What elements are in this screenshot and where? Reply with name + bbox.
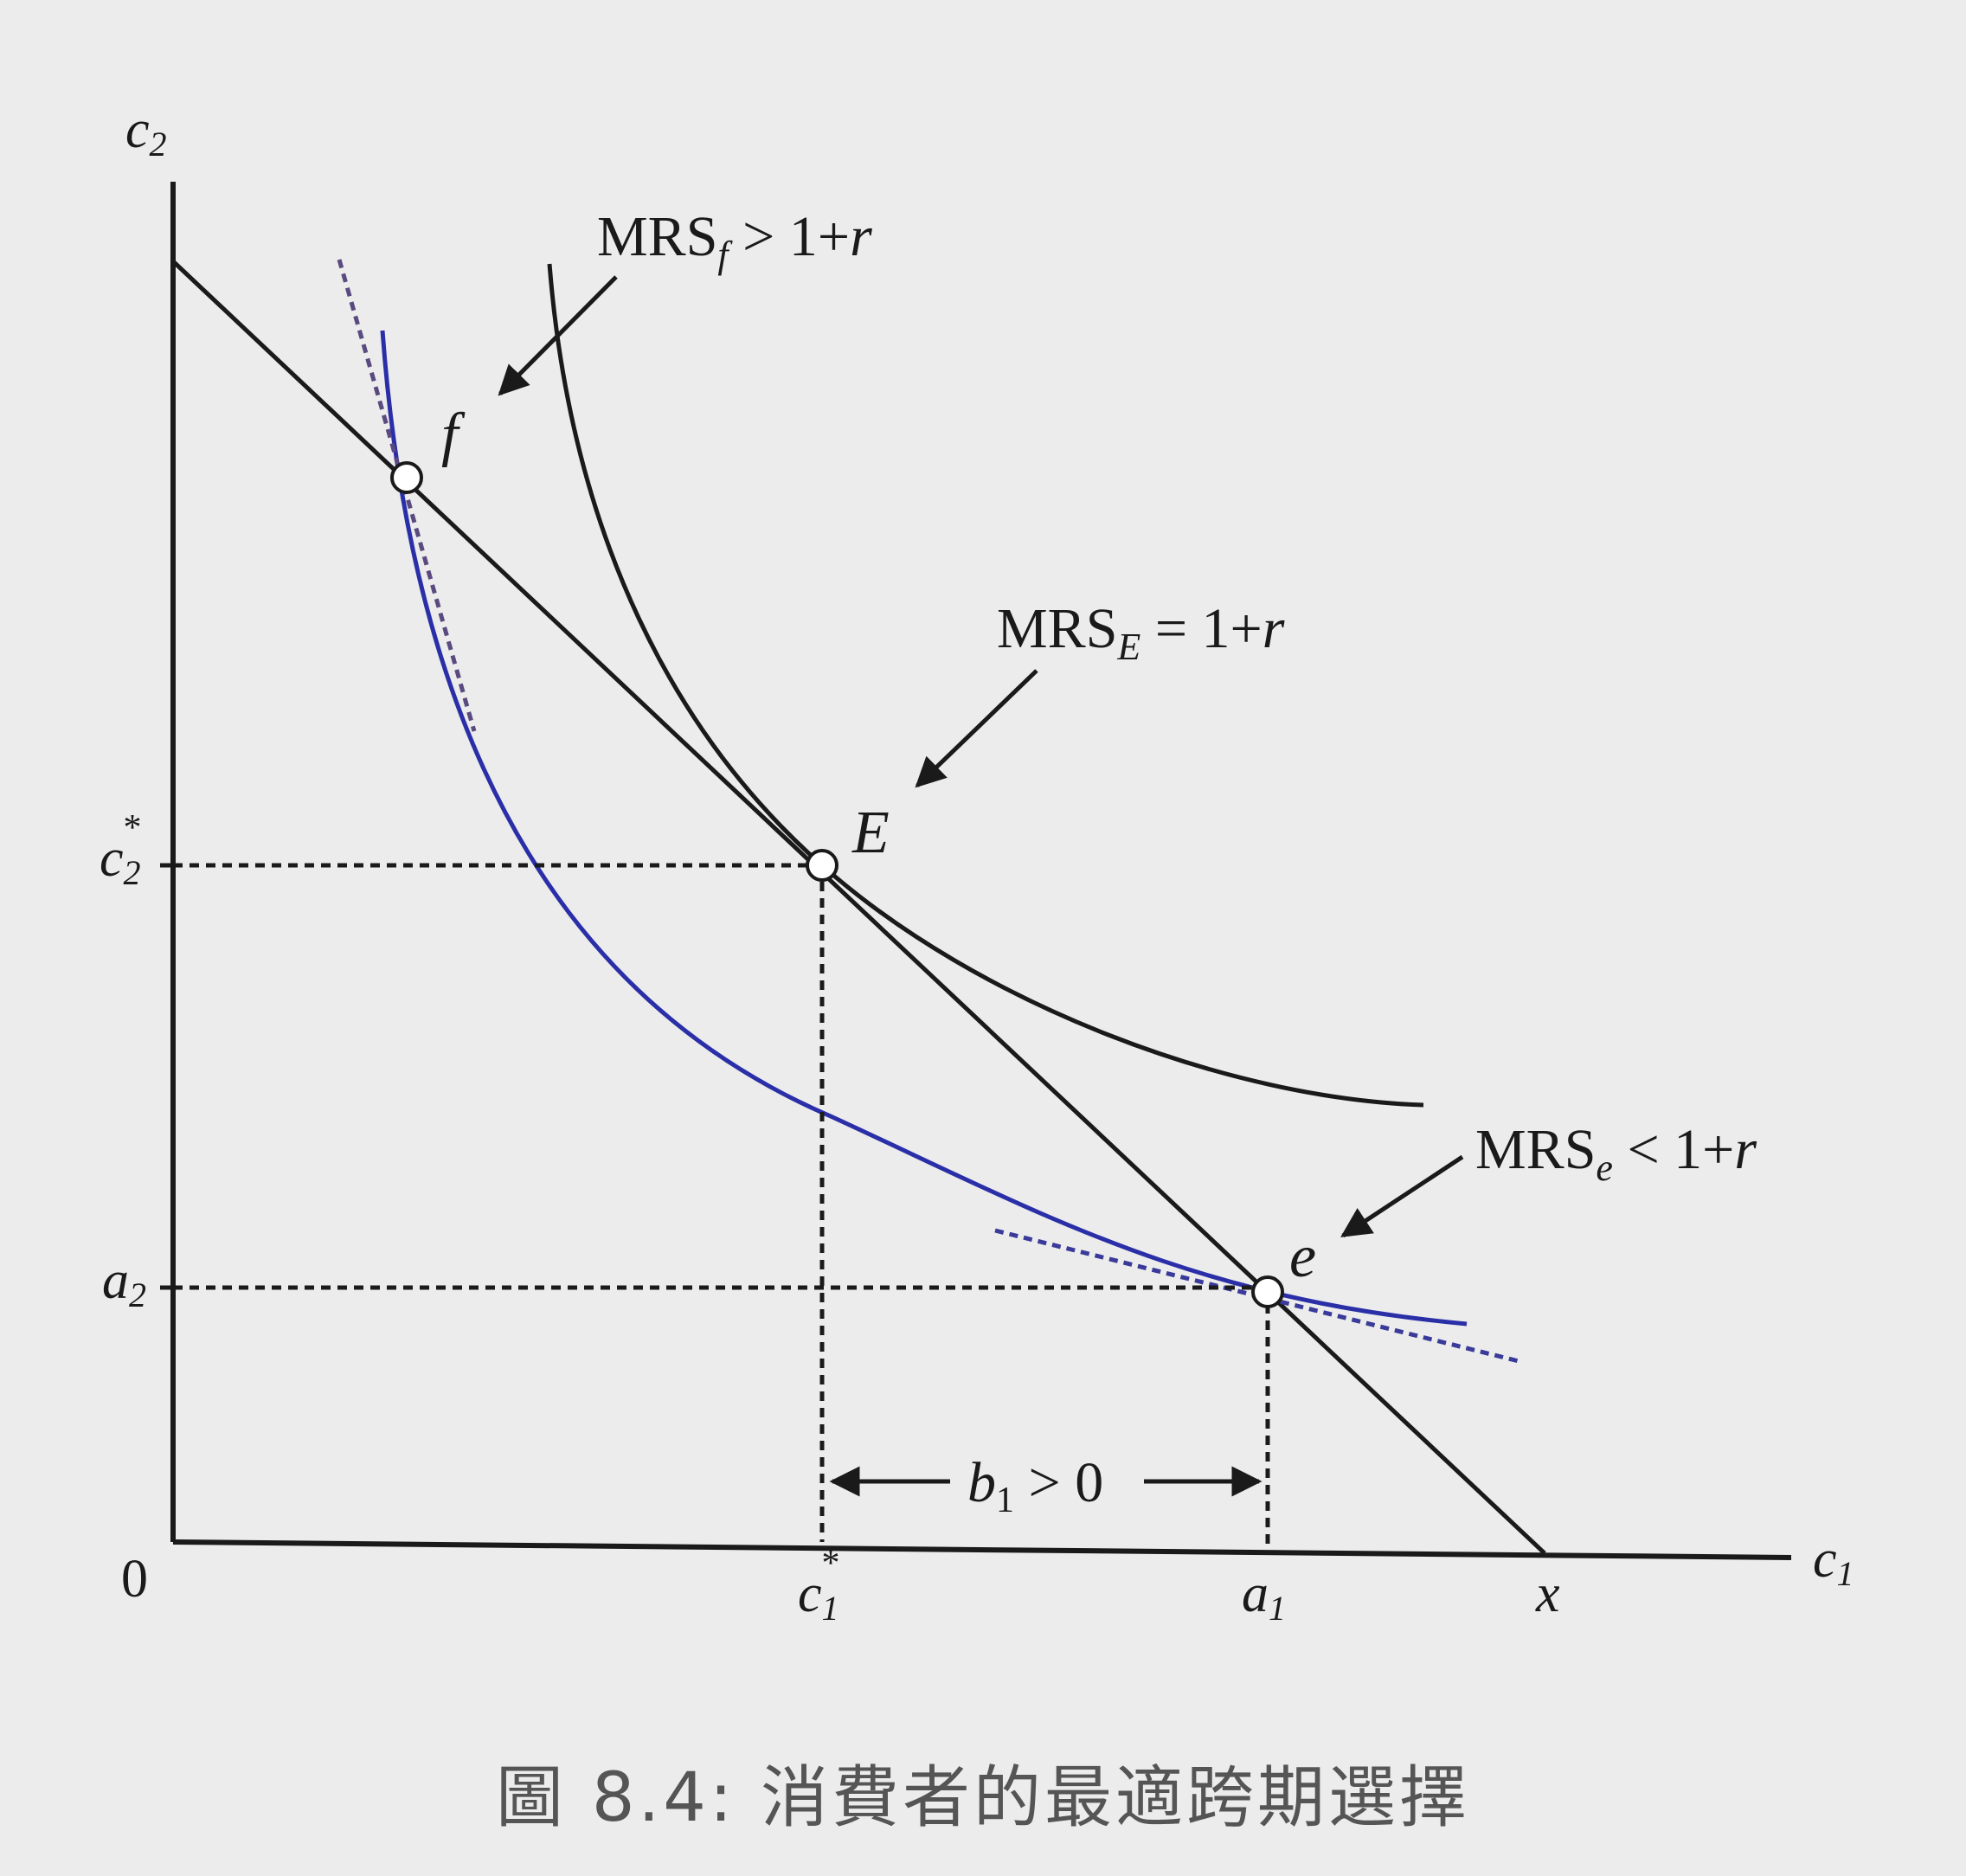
x-axis <box>172 1539 1792 1560</box>
indifference-curve-high <box>547 263 1424 1108</box>
point-E <box>806 849 838 882</box>
point-f <box>390 461 423 494</box>
point-label-E: E <box>851 800 890 866</box>
tick-label-c2-star: c2* <box>100 808 141 892</box>
tick-label-x: x <box>1535 1564 1560 1623</box>
arrow-mrs-f <box>498 275 618 396</box>
arrow-mrs-e <box>1340 1154 1464 1238</box>
annotation-mrs-f: MRSf > 1+r <box>597 205 872 276</box>
tangent-at-f <box>337 259 477 732</box>
indifference-curve-low <box>380 330 1468 1327</box>
point-label-e: e <box>1289 1224 1316 1290</box>
figure-caption: 圖 8.4: 消費者的最適跨期選擇 <box>496 1759 1470 1837</box>
point-label-f: f <box>441 402 466 468</box>
tick-label-c1-star: c1* <box>798 1544 839 1628</box>
tick-label-a1: a1 <box>1242 1564 1286 1628</box>
point-e <box>1251 1275 1284 1308</box>
y-axis-label: c2 <box>125 100 167 164</box>
annotation-mrs-E: MRSE = 1+r <box>997 597 1285 668</box>
annotation-mrs-e: MRSe < 1+r <box>1475 1118 1757 1189</box>
tick-label-a2: a2 <box>102 1251 146 1314</box>
x-axis-label: c1 <box>1813 1530 1854 1593</box>
budget-line <box>171 260 1546 1555</box>
origin-label: 0 <box>121 1550 148 1609</box>
annotation-b1: b1 > 0 <box>967 1451 1103 1520</box>
arrow-mrs-E <box>915 669 1038 788</box>
